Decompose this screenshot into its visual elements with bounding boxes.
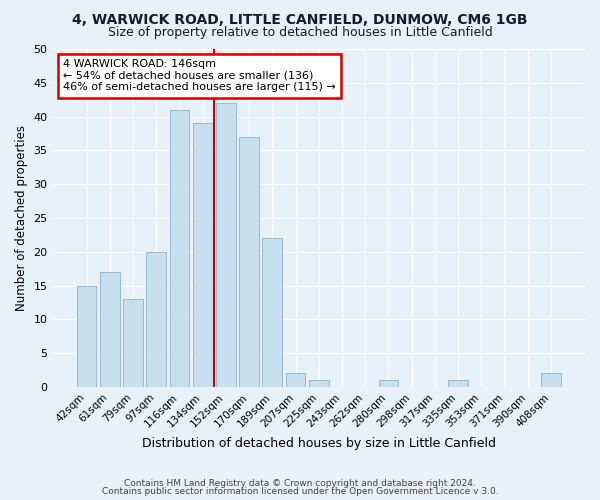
Text: Contains HM Land Registry data © Crown copyright and database right 2024.: Contains HM Land Registry data © Crown c… [124, 478, 476, 488]
Bar [309, 380, 329, 387]
Bar [239, 137, 259, 387]
Text: Contains public sector information licensed under the Open Government Licence v : Contains public sector information licen… [101, 487, 499, 496]
X-axis label: Distribution of detached houses by size in Little Canfield: Distribution of detached houses by size … [142, 437, 496, 450]
Bar [123, 299, 143, 387]
Y-axis label: Number of detached properties: Number of detached properties [15, 125, 28, 311]
Text: Size of property relative to detached houses in Little Canfield: Size of property relative to detached ho… [107, 26, 493, 39]
Text: 4 WARWICK ROAD: 146sqm
← 54% of detached houses are smaller (136)
46% of semi-de: 4 WARWICK ROAD: 146sqm ← 54% of detached… [63, 59, 336, 92]
Bar [379, 380, 398, 387]
Bar [170, 110, 190, 387]
Bar [146, 252, 166, 387]
Bar [541, 374, 561, 387]
Bar [286, 374, 305, 387]
Bar [262, 238, 282, 387]
Bar [193, 124, 212, 387]
Bar [77, 286, 97, 387]
Bar [216, 103, 236, 387]
Bar [100, 272, 119, 387]
Text: 4, WARWICK ROAD, LITTLE CANFIELD, DUNMOW, CM6 1GB: 4, WARWICK ROAD, LITTLE CANFIELD, DUNMOW… [72, 12, 528, 26]
Bar [448, 380, 468, 387]
